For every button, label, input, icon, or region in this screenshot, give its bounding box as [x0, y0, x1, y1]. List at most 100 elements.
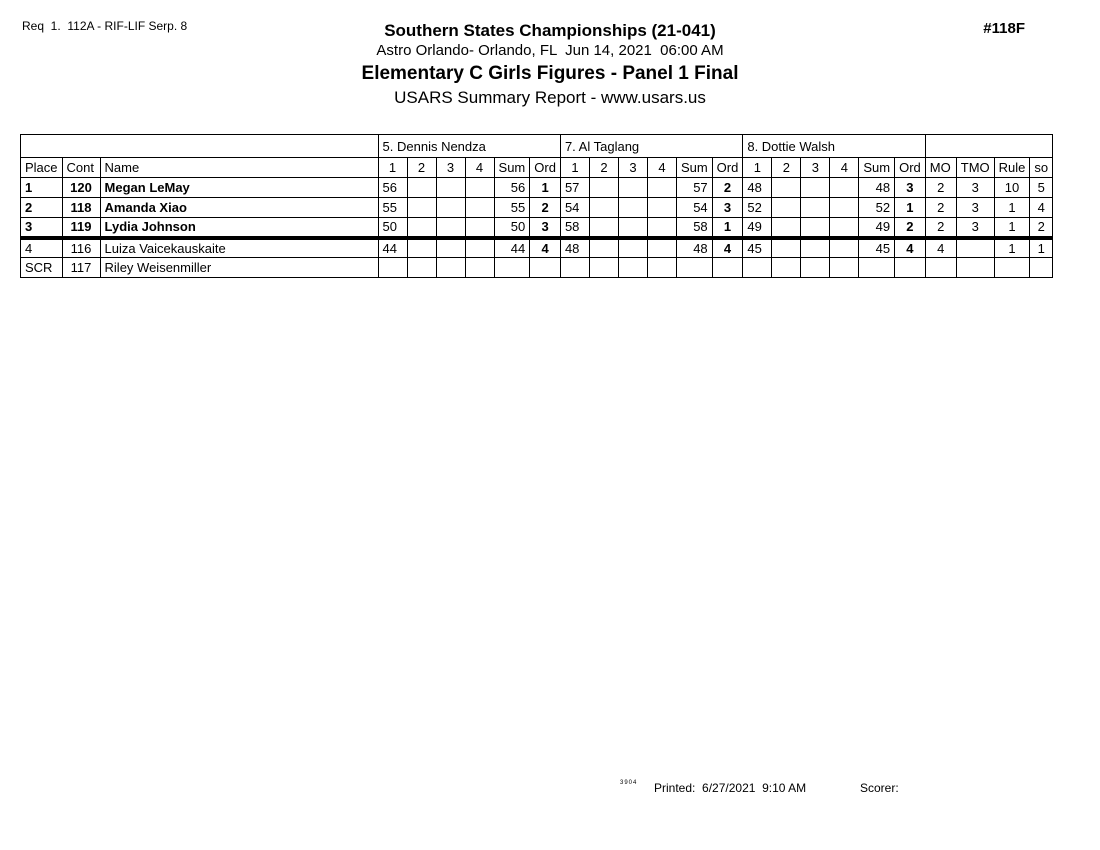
rule-cell: 1 — [993, 197, 1031, 218]
event-number: #118F — [983, 20, 1025, 37]
score-cell — [435, 177, 466, 198]
sum-cell: 48 — [675, 237, 713, 258]
sum-cell: 55 — [493, 197, 531, 218]
score-cell — [588, 217, 619, 240]
skater-name-cell: Riley Weisenmiller — [99, 257, 379, 278]
score-cell — [406, 237, 437, 258]
column-header: 3 — [617, 157, 648, 178]
mo-cell — [924, 257, 957, 278]
column-header: 4 — [646, 157, 677, 178]
column-header: 3 — [800, 157, 831, 178]
score-cell — [464, 177, 495, 198]
score-cell — [435, 237, 466, 258]
column-header: 4 — [464, 157, 495, 178]
skater-name-cell: Lydia Johnson — [99, 217, 379, 240]
score-cell — [617, 257, 648, 278]
score-cell — [617, 177, 648, 198]
place-cell: SCR — [20, 257, 63, 278]
judge-panel-header: 8. Dottie Walsh — [742, 134, 926, 158]
ord-cell: 2 — [529, 197, 561, 218]
contestant-number-cell: 117 — [61, 257, 101, 278]
ord-cell: 3 — [711, 197, 744, 218]
score-cell — [588, 237, 619, 258]
division-title: Elementary C Girls Figures - Panel 1 Fin… — [361, 63, 739, 84]
column-header: 2 — [771, 157, 802, 178]
score-cell — [771, 217, 802, 240]
column-header: Sum — [493, 157, 531, 178]
score-cell — [559, 257, 590, 278]
venue-date-line: Astro Orlando- Orlando, FL Jun 14, 2021 … — [376, 42, 724, 59]
version-text: 3904 — [620, 780, 638, 786]
place-cell: 1 — [20, 177, 63, 198]
ord-cell — [711, 257, 744, 278]
ord-cell: 4 — [711, 237, 744, 258]
score-cell — [406, 197, 437, 218]
score-cell — [464, 237, 495, 258]
score-cell — [829, 257, 860, 278]
rule-cell: 1 — [993, 217, 1031, 240]
sum-cell: 54 — [675, 197, 713, 218]
ord-cell: 3 — [529, 217, 561, 240]
score-cell: 50 — [377, 217, 408, 240]
score-cell: 44 — [377, 237, 408, 258]
ord-cell: 1 — [894, 197, 926, 218]
score-cell — [435, 257, 466, 278]
score-cell: 52 — [742, 197, 773, 218]
score-cell — [377, 257, 408, 278]
ord-cell: 2 — [711, 177, 744, 198]
results-table: 5. Dennis Nendza 7. Al Taglang 8. Dottie W… — [20, 134, 1054, 278]
column-header: TMO — [955, 157, 995, 178]
corner-spacer — [20, 134, 379, 158]
score-cell — [617, 197, 648, 218]
tmo-cell — [955, 257, 995, 278]
rule-cell: 10 — [993, 177, 1031, 198]
score-cell — [800, 237, 831, 258]
score-cell — [800, 197, 831, 218]
requirement-label: Req 1. 112A - RIF-LIF Serp. 8 — [22, 19, 188, 33]
contestant-number-cell: 116 — [61, 237, 101, 258]
score-cell — [617, 217, 648, 240]
so-cell: 1 — [1029, 237, 1054, 258]
score-cell — [771, 257, 802, 278]
sum-cell: 56 — [493, 177, 531, 198]
report-header: Southern States Championships (21-041) A… — [0, 20, 1100, 109]
column-header: Ord — [711, 157, 744, 178]
sum-cell: 52 — [858, 197, 896, 218]
result-row: SCR 117 Riley Weisenmiller — [20, 257, 1054, 278]
column-header: 1 — [742, 157, 773, 178]
score-cell: 57 — [559, 177, 590, 198]
column-header: MO — [924, 157, 957, 178]
result-row: 4 116 Luiza Vaicekauskaite 44 44 4 48 48 4 45 45 4 4… — [20, 237, 1054, 258]
judge-panels-row: 5. Dennis Nendza 7. Al Taglang 8. Dottie W… — [20, 134, 1054, 158]
printed-timestamp: Printed: 6/27/2021 9:10 AM — [654, 781, 806, 795]
skater-name-cell: Megan LeMay — [99, 177, 379, 198]
sum-cell: 57 — [675, 177, 713, 198]
so-cell: 5 — [1029, 177, 1054, 198]
judge-panel-header: 7. Al Taglang — [559, 134, 744, 158]
score-cell — [646, 177, 677, 198]
sum-cell: 48 — [858, 177, 896, 198]
score-cell: 48 — [742, 177, 773, 198]
score-cell — [435, 197, 466, 218]
rule-cell — [993, 257, 1031, 278]
score-cell — [588, 257, 619, 278]
score-cell: 48 — [559, 237, 590, 258]
result-row: 2 118 Amanda Xiao 55 55 2 54 54 3 52 52 1 2 3 1 4 — [20, 197, 1054, 218]
mo-cell: 4 — [924, 237, 957, 258]
score-cell — [800, 217, 831, 240]
score-cell — [646, 217, 677, 240]
column-header: Sum — [675, 157, 713, 178]
column-header: 1 — [559, 157, 590, 178]
score-cell — [829, 177, 860, 198]
score-cell — [829, 237, 860, 258]
score-cell — [646, 197, 677, 218]
column-header: 1 — [377, 157, 408, 178]
sum-cell: 50 — [493, 217, 531, 240]
score-cell — [646, 237, 677, 258]
championship-title: Southern States Championships (21-041) — [384, 21, 716, 40]
contestant-number-cell: 119 — [61, 217, 101, 240]
column-header: Place — [20, 157, 63, 178]
score-cell — [800, 177, 831, 198]
judge-panel-header: 5. Dennis Nendza — [377, 134, 561, 158]
tmo-cell: 3 — [955, 197, 995, 218]
